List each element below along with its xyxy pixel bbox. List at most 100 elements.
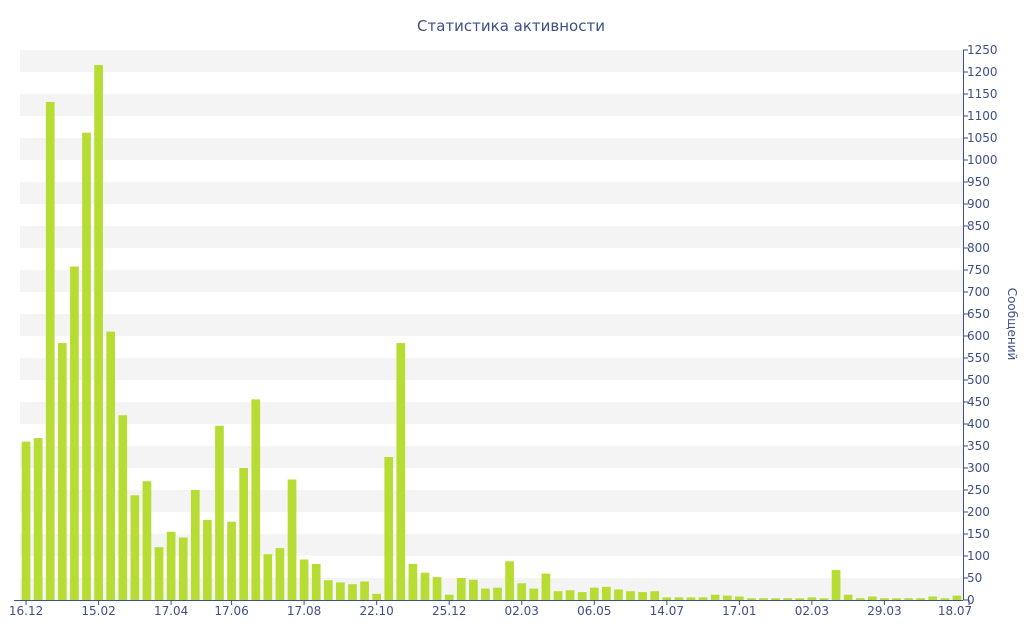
bar: [251, 399, 261, 600]
x-tick-label: 02.03: [795, 604, 829, 618]
y-tick-label: 450: [967, 395, 990, 409]
y-tick-label: 150: [967, 527, 990, 541]
bar: [493, 587, 502, 600]
grid-band: [20, 50, 963, 72]
grid-band: [20, 402, 963, 424]
x-tick-label: 18.07: [938, 604, 972, 618]
bar: [819, 598, 829, 600]
bar: [614, 589, 623, 600]
y-tick-label: 400: [967, 417, 990, 431]
chart-title: Статистика активности: [417, 17, 605, 35]
bar: [456, 578, 466, 600]
y-tick-label: 1200: [967, 65, 998, 79]
y-tick-label: 350: [967, 439, 990, 453]
bar: [178, 537, 188, 600]
grid-band: [20, 182, 963, 204]
bar: [831, 570, 841, 600]
bar: [142, 481, 152, 600]
bar: [287, 479, 297, 600]
grid-band: [20, 138, 963, 160]
bar: [481, 588, 490, 600]
y-tick-label: 1100: [967, 109, 998, 123]
y-tick-label: 1150: [967, 87, 998, 101]
bars: [21, 64, 962, 601]
bar: [771, 598, 780, 600]
y-tick-label: 1050: [967, 131, 998, 145]
y-tick-label: 650: [967, 307, 990, 321]
bar: [795, 598, 805, 600]
y-tick-label: 1250: [967, 43, 998, 57]
bar: [239, 468, 249, 600]
x-tick-label: 17.06: [214, 604, 248, 618]
bar: [45, 101, 55, 601]
bar: [710, 594, 720, 600]
y-tick-label: 950: [967, 175, 990, 189]
bar: [892, 598, 901, 600]
bar: [505, 561, 514, 600]
bar: [843, 594, 853, 600]
y-tick-label: 550: [967, 351, 990, 365]
bar: [323, 580, 333, 600]
bar: [70, 266, 79, 600]
bar: [759, 598, 768, 600]
bar: [940, 598, 950, 600]
grid-band: [20, 314, 963, 336]
bar: [82, 132, 91, 600]
bar: [203, 519, 212, 600]
bar: [360, 581, 369, 600]
bar: [299, 559, 309, 600]
grid-band: [20, 446, 963, 468]
bar: [469, 579, 478, 600]
y-tick-label: 200: [967, 505, 990, 519]
x-tick-label: 17.01: [722, 604, 756, 618]
x-tick-label: 25.12: [432, 604, 466, 618]
bar: [372, 593, 381, 600]
y-tick-label: 100: [967, 549, 990, 563]
bar: [638, 592, 647, 600]
bar: [880, 598, 889, 600]
bar: [650, 591, 660, 600]
bar: [432, 577, 442, 600]
bar: [674, 597, 684, 600]
y-tick-label: 0: [967, 593, 975, 607]
bar: [928, 596, 938, 600]
bar: [444, 594, 454, 600]
x-tick-label: 16.12: [9, 604, 43, 618]
bar: [626, 591, 635, 600]
bar: [408, 563, 418, 600]
bar: [589, 587, 599, 600]
bar: [227, 521, 236, 600]
bar: [734, 596, 744, 600]
y-tick-label: 1000: [967, 153, 998, 167]
x-axis-ticks: 16.12 15.02 17.04 17.06 17.08 22.10 25.12 02.03…: [9, 600, 972, 618]
grid-band: [20, 490, 963, 512]
bar: [807, 597, 817, 600]
bar: [311, 563, 321, 600]
x-tick-label: 17.04: [154, 604, 188, 618]
bar: [166, 531, 176, 600]
y-axis-ticks: 0 50 100 150 200 250 300 350 400 450 500 550 600 650 7…: [963, 43, 998, 607]
bar: [529, 588, 539, 600]
bar: [916, 598, 926, 600]
y-tick-label: 700: [967, 285, 990, 299]
bar: [686, 597, 696, 600]
bar: [855, 598, 865, 600]
x-tick-label: 06.05: [577, 604, 611, 618]
bar: [722, 595, 732, 600]
bar: [57, 343, 67, 600]
bar: [698, 597, 708, 600]
y-axis-label: Сообщений: [1005, 288, 1019, 361]
bar: [420, 572, 430, 600]
y-tick-label: 250: [967, 483, 990, 497]
bar: [904, 598, 913, 600]
x-tick-label: 17.08: [287, 604, 321, 618]
y-tick-label: 600: [967, 329, 990, 343]
bar: [565, 590, 575, 600]
grid-band: [20, 270, 963, 292]
bar: [33, 438, 43, 600]
grid-bands: [20, 50, 963, 600]
bar: [541, 573, 551, 600]
y-tick-label: 750: [967, 263, 990, 277]
